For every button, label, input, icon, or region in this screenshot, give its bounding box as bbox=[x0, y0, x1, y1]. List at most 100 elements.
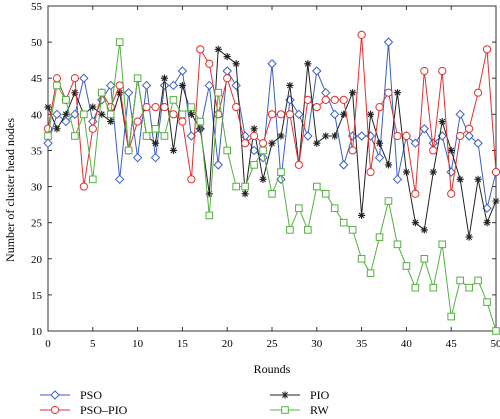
data-point-pso-pio bbox=[133, 117, 142, 126]
data-point-pso bbox=[52, 109, 62, 120]
data-point-pso bbox=[123, 87, 134, 98]
legend-swatch-marker bbox=[50, 390, 60, 400]
data-point-pio bbox=[205, 190, 213, 198]
data-point-rw bbox=[348, 226, 357, 234]
data-point-rw bbox=[160, 132, 169, 140]
data-point-rw bbox=[304, 226, 312, 234]
x-tick-label: 35 bbox=[356, 338, 368, 350]
data-point-pso-pio bbox=[151, 103, 160, 112]
data-point-pso-pio bbox=[142, 103, 151, 112]
data-point-rw bbox=[429, 283, 438, 292]
data-point-pio bbox=[98, 110, 106, 118]
series-pso-pio bbox=[43, 30, 500, 198]
legend-label: PSO bbox=[80, 388, 102, 402]
data-point-pso-pio bbox=[241, 139, 250, 148]
data-point-pso-pio bbox=[267, 110, 277, 119]
data-point-pso-pio bbox=[187, 175, 196, 184]
data-point-pso-pio bbox=[384, 88, 393, 97]
data-point-pso bbox=[222, 66, 232, 76]
data-point-pso-pio bbox=[303, 95, 312, 104]
x-tick-label: 5 bbox=[90, 338, 96, 350]
data-point-pso-pio bbox=[429, 146, 438, 155]
data-point-rw bbox=[483, 298, 491, 306]
data-point-pso bbox=[419, 124, 430, 134]
data-point-pso-pio bbox=[420, 66, 429, 76]
data-point-pio bbox=[286, 81, 294, 90]
data-point-pso-pio bbox=[258, 139, 268, 148]
data-point-rw bbox=[250, 161, 258, 169]
data-point-rw bbox=[259, 146, 267, 155]
data-point-pso bbox=[141, 80, 152, 91]
data-point-pio bbox=[349, 89, 357, 97]
data-point-pio bbox=[250, 125, 258, 133]
data-point-pso bbox=[482, 203, 492, 213]
data-point-pso-pio bbox=[312, 103, 321, 112]
data-point-rw bbox=[80, 110, 88, 119]
data-point-pso-pio bbox=[465, 124, 474, 133]
data-point-pio bbox=[375, 139, 384, 147]
data-point-pso bbox=[473, 138, 483, 148]
y-tick-label: 15 bbox=[31, 290, 43, 302]
data-point-rw bbox=[106, 110, 115, 119]
plot-area bbox=[47, 5, 497, 332]
data-point-rw bbox=[71, 132, 79, 140]
data-point-pso bbox=[374, 152, 385, 163]
data-point-pio bbox=[268, 139, 276, 147]
data-point-rw bbox=[214, 88, 223, 97]
data-point-rw bbox=[142, 132, 151, 140]
data-point-pio bbox=[169, 146, 178, 155]
y-tick-label: 35 bbox=[31, 145, 43, 157]
data-point-rw bbox=[89, 175, 97, 184]
data-point-pso bbox=[177, 66, 188, 76]
legend-item-pso: PSO bbox=[40, 388, 102, 402]
data-point-pso-pio bbox=[330, 95, 339, 104]
data-point-pso-pio bbox=[411, 189, 420, 198]
data-point-pso-pio bbox=[339, 95, 348, 104]
data-point-rw bbox=[438, 240, 447, 249]
data-point-rw bbox=[232, 182, 240, 191]
data-point-pso-pio bbox=[447, 189, 456, 198]
data-point-pso-pio bbox=[321, 95, 330, 104]
data-point-pso bbox=[383, 37, 394, 47]
series-rw bbox=[44, 38, 500, 335]
data-point-pso bbox=[312, 66, 322, 76]
data-point-pso bbox=[43, 138, 53, 148]
data-point-pso-pio bbox=[205, 59, 214, 68]
data-point-rw bbox=[375, 233, 384, 241]
data-point-pio bbox=[331, 132, 339, 140]
data-point-rw bbox=[223, 146, 231, 155]
data-point-pso-pio bbox=[232, 103, 241, 112]
data-point-pso bbox=[106, 80, 116, 91]
data-point-pso bbox=[321, 87, 331, 98]
data-point-pio bbox=[223, 52, 231, 61]
data-point-pio bbox=[187, 110, 195, 118]
data-point-pio bbox=[259, 175, 267, 183]
series-layer bbox=[43, 30, 500, 335]
data-point-pio bbox=[438, 117, 446, 126]
data-point-pio bbox=[358, 211, 366, 220]
data-point-pso-pio bbox=[276, 110, 286, 119]
data-point-pio bbox=[304, 60, 312, 68]
data-point-rw bbox=[286, 226, 294, 234]
x-tick-label: 40 bbox=[401, 338, 413, 350]
data-point-rw bbox=[196, 117, 205, 126]
data-point-pio bbox=[241, 190, 249, 198]
data-point-pso bbox=[79, 73, 89, 83]
y-tick-label: 10 bbox=[31, 326, 43, 338]
legend-swatch-marker bbox=[281, 406, 289, 414]
data-point-pso bbox=[213, 160, 223, 170]
y-tick-label: 40 bbox=[31, 109, 43, 121]
data-point-rw bbox=[420, 254, 429, 263]
data-point-rw bbox=[268, 189, 276, 198]
x-tick-label: 45 bbox=[446, 338, 458, 350]
data-point-pio bbox=[178, 81, 186, 90]
data-point-rw bbox=[456, 276, 464, 285]
data-point-pso-pio bbox=[88, 124, 97, 133]
data-point-rw bbox=[205, 211, 214, 220]
data-point-pso bbox=[132, 152, 143, 163]
data-point-pso-pio bbox=[160, 103, 169, 112]
data-point-pso bbox=[150, 152, 161, 163]
x-tick-label: 10 bbox=[132, 338, 144, 350]
data-point-pso bbox=[114, 174, 125, 185]
